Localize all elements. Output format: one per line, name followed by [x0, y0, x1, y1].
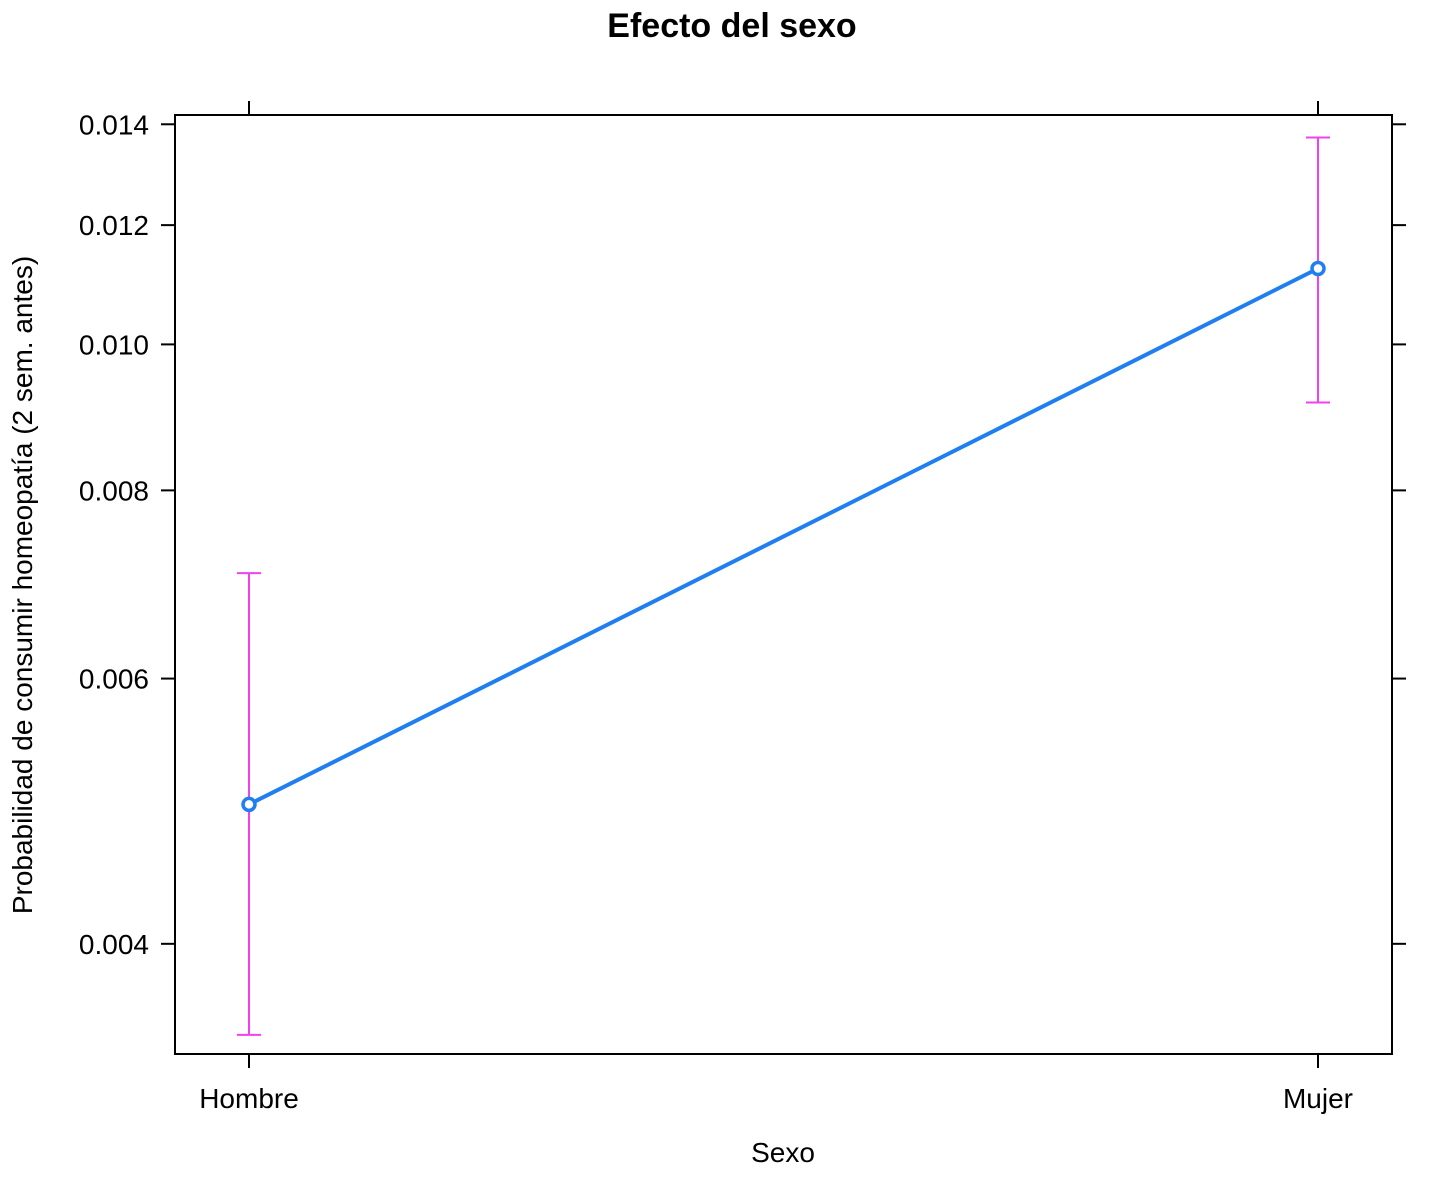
- series-layer: [237, 136, 1330, 1036]
- data-point: [1310, 260, 1326, 277]
- series-line: [248, 266, 1319, 807]
- x-axis-label: Sexo: [751, 1137, 815, 1168]
- axes: 0.004 0.006 0.008 0.010 0.012 0.014 Hombre Muje…: [79, 101, 1406, 1114]
- y-axis-label: Probabilidad de consumir homeopatía (2 s…: [7, 256, 38, 914]
- y-tick-label: 0.014: [79, 109, 149, 140]
- x-tick-label: Hombre: [199, 1083, 299, 1114]
- chart-title: Efecto del sexo: [607, 7, 856, 45]
- y-tick-label: 0.006: [79, 664, 149, 695]
- y-tick-label: 0.008: [79, 475, 149, 506]
- y-tick-label: 0.010: [79, 329, 149, 360]
- y-tick-label: 0.012: [79, 210, 149, 241]
- plot-frame: [174, 114, 1393, 1055]
- data-point: [241, 796, 257, 813]
- x-tick-label: Mujer: [1283, 1083, 1353, 1114]
- y-tick-label: 0.004: [79, 929, 149, 960]
